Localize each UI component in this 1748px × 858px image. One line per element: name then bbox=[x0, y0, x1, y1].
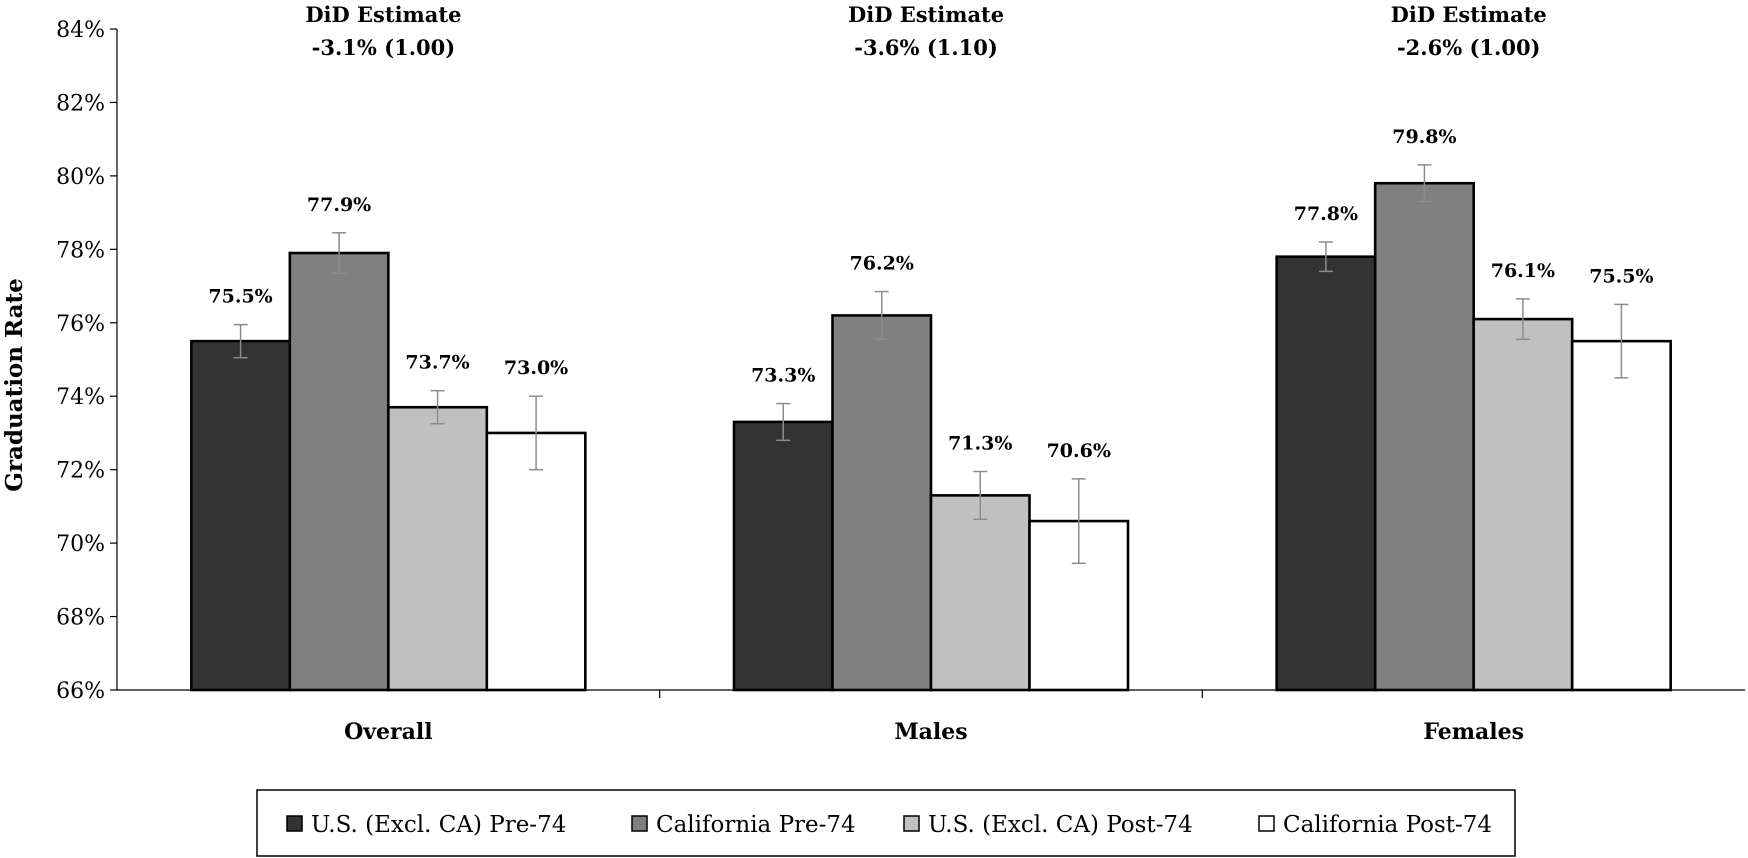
data-label: 76.1% bbox=[1491, 260, 1555, 282]
data-label: 77.9% bbox=[307, 194, 371, 216]
y-tick-label: 76% bbox=[56, 312, 105, 337]
bar bbox=[1472, 317, 1574, 692]
did-annotations: DiD Estimate -3.1% (1.00) DiD Estimate -3.6… bbox=[305, 2, 1546, 60]
bar bbox=[831, 314, 933, 692]
legend-label: California Post-74 bbox=[1283, 812, 1492, 838]
y-tick-label: 72% bbox=[56, 459, 105, 484]
y-tick-label: 84% bbox=[56, 18, 105, 43]
data-label: 71.3% bbox=[948, 433, 1012, 455]
did-estimate-title: DiD Estimate bbox=[305, 2, 461, 27]
data-label: 73.0% bbox=[504, 357, 568, 379]
bar bbox=[1570, 339, 1672, 692]
data-label: 75.5% bbox=[1589, 265, 1653, 287]
y-tick-label: 82% bbox=[56, 91, 105, 116]
legend-label: U.S. (Excl. CA) Post-74 bbox=[928, 812, 1193, 838]
data-label: 77.8% bbox=[1294, 203, 1358, 225]
data-label: 73.3% bbox=[751, 365, 815, 387]
y-tick-label: 66% bbox=[56, 679, 105, 704]
did-estimate-title: DiD Estimate bbox=[1391, 2, 1547, 27]
category-label: Males bbox=[894, 719, 967, 745]
data-label: 76.2% bbox=[850, 253, 914, 275]
did-estimate-value: -3.6% (1.10) bbox=[854, 35, 998, 60]
data-label: 70.6% bbox=[1047, 440, 1111, 462]
data-label: 75.5% bbox=[208, 286, 272, 308]
legend-swatch bbox=[1258, 815, 1275, 832]
legend-swatch bbox=[631, 815, 648, 832]
bar bbox=[1373, 181, 1475, 692]
legend-border bbox=[256, 789, 1516, 857]
y-tick-label: 78% bbox=[56, 238, 105, 263]
category-label: Overall bbox=[344, 719, 433, 745]
bars: 75.5% 77.9% 73.7% 73.0% 73.3% 76.2% 71.3% 70.6%… bbox=[190, 126, 1672, 692]
did-estimate-value: -3.1% (1.00) bbox=[312, 35, 456, 60]
bar bbox=[485, 431, 587, 692]
y-axis-ticks: 66% 68% 70% 72% 74% 76% 78% 80% 82% 84% bbox=[56, 18, 117, 704]
y-tick-label: 80% bbox=[56, 165, 105, 190]
bar bbox=[929, 494, 1031, 692]
y-tick-label: 68% bbox=[56, 606, 105, 631]
data-label: 79.8% bbox=[1392, 126, 1456, 148]
y-axis-label: Graduation Rate bbox=[1, 278, 28, 492]
bar bbox=[387, 405, 489, 692]
did-estimate-title: DiD Estimate bbox=[848, 2, 1004, 27]
legend-label: U.S. (Excl. CA) Pre-74 bbox=[311, 812, 566, 838]
y-tick-label: 70% bbox=[56, 532, 105, 557]
bar bbox=[190, 339, 292, 692]
category-labels: Overall Males Females bbox=[344, 719, 1524, 745]
legend-swatch bbox=[286, 815, 303, 832]
y-tick-label: 74% bbox=[56, 385, 105, 410]
bar bbox=[732, 420, 834, 692]
legend-label: California Pre-74 bbox=[656, 812, 856, 838]
did-estimate-value: -2.6% (1.00) bbox=[1397, 35, 1541, 60]
legend: U.S. (Excl. CA) Pre-74 California Pre-74 U… bbox=[256, 789, 1516, 857]
bar bbox=[1275, 255, 1377, 692]
legend-swatch bbox=[903, 815, 920, 832]
data-label: 73.7% bbox=[405, 352, 469, 374]
category-label: Females bbox=[1423, 719, 1524, 745]
bar bbox=[288, 251, 390, 692]
